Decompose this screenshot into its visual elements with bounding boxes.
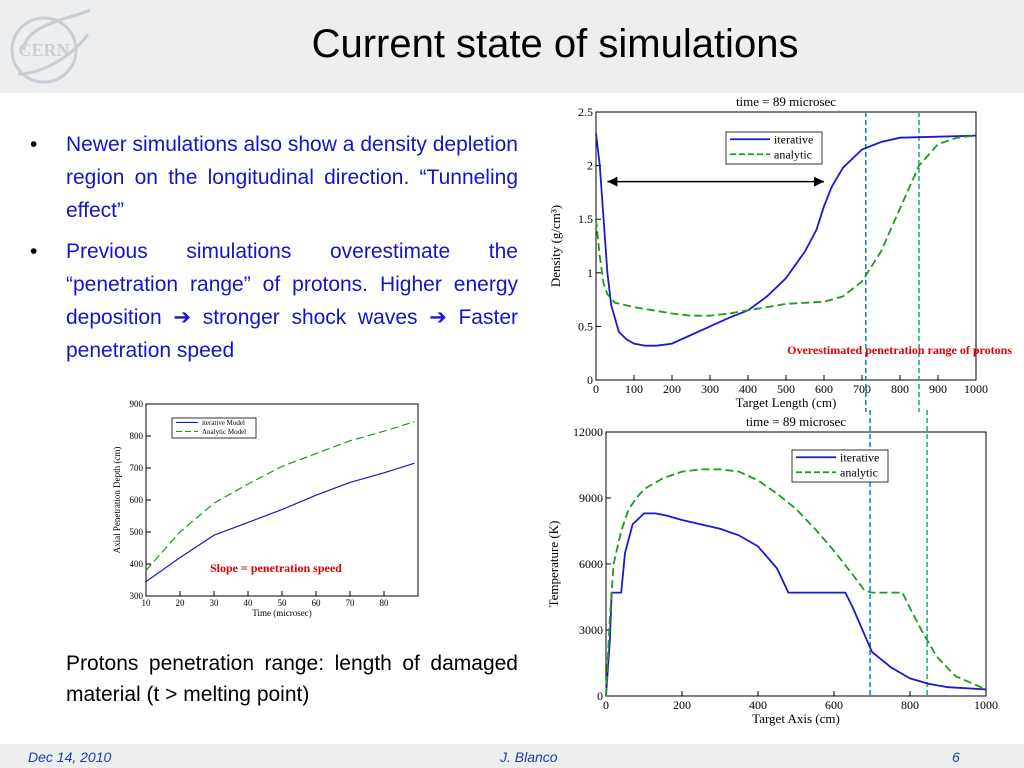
x-tick-label: 800 (901, 698, 919, 712)
x-tick-label: 40 (244, 598, 254, 608)
slide-footer: Dec 14, 2010 J. Blanco 6 (0, 744, 1024, 768)
legend-box (791, 449, 889, 483)
x-tick-label: 600 (825, 698, 843, 712)
logo-text: CERN (18, 40, 69, 60)
annotation-label: Slope = penetration speed (210, 561, 342, 575)
y-tick-label: 1.5 (578, 212, 593, 226)
x-tick-label: 70 (346, 598, 356, 608)
y-tick-label: 1 (587, 266, 593, 280)
x-tick-label: 800 (891, 382, 909, 396)
series-line-iterative-model (145, 462, 415, 583)
series-line-analytic (605, 468, 987, 697)
x-tick-label: 0 (593, 382, 599, 396)
x-tick-label: 50 (278, 598, 288, 608)
density-chart: 0 100 200 300 400 500 600 700 800 900 1000 0 0.5 1 1.5… (548, 94, 1012, 412)
bullet-list: • Newer simulations also show a density … (30, 128, 518, 375)
y-tick-label: 12000 (573, 425, 603, 439)
chart-title: time = 89 microsec (746, 414, 846, 429)
annotation-label: Overestimated penetration range of proto… (787, 343, 1012, 357)
y-tick-label: 2.5 (578, 105, 593, 119)
y-tick-label: 3000 (579, 623, 603, 637)
x-axis-label: Target Axis (cm) (752, 711, 840, 726)
x-tick-label: 60 (312, 598, 322, 608)
series-line-analytic (595, 134, 977, 317)
bullet-dot: • (30, 133, 38, 156)
legend-label: analytic (840, 465, 878, 479)
series-line-iterative (595, 133, 977, 347)
footer-author: J. Blanco (500, 749, 558, 765)
chart-title: time = 89 microsec (736, 94, 836, 109)
x-tick-label: 1000 (974, 698, 998, 712)
x-tick-label: 700 (853, 382, 871, 396)
x-tick-label: 900 (929, 382, 947, 396)
x-tick-label: 400 (749, 698, 767, 712)
penetration-chart: 10 20 30 40 50 60 70 80 300 400 500 600 700 800 900 Tim… (112, 399, 419, 618)
bullet-text: Newer simulations also show a density de… (66, 133, 518, 222)
footer-date: Dec 14, 2010 (28, 749, 112, 765)
x-tick-label: 300 (701, 382, 719, 396)
bullet-item: • Previous simulations overestimate the … (30, 235, 518, 367)
series-line-iterative (605, 512, 987, 697)
x-axis-label: Target Length (cm) (736, 395, 837, 410)
x-axis-label: Time (microsec) (252, 608, 311, 618)
legend-label: analytic (774, 147, 812, 161)
legend-label: iterative (840, 450, 879, 464)
y-tick-label: 2 (587, 159, 593, 173)
y-tick-label: 0 (597, 689, 603, 703)
x-tick-label: 30 (210, 598, 220, 608)
bullet-text: Previous simulations overestimate the “p… (66, 240, 518, 362)
x-tick-label: 20 (176, 598, 186, 608)
x-tick-label: 500 (777, 382, 795, 396)
bullet-item: • Newer simulations also show a density … (30, 128, 518, 227)
legend-label: iterative Model (202, 419, 245, 427)
x-tick-label: 10 (142, 598, 152, 608)
series-line-analytic-model (145, 421, 415, 571)
x-tick-label: 1000 (964, 382, 988, 396)
y-tick-label: 300 (130, 591, 144, 601)
y-tick-label: 800 (130, 431, 144, 441)
slide-title: Current state of simulations (311, 22, 799, 66)
footer-page-number: 6 (952, 749, 960, 765)
y-tick-label: 700 (130, 463, 144, 473)
y-tick-label: 0 (587, 373, 593, 387)
y-tick-label: 600 (130, 495, 144, 505)
y-axis-label: Temperature (K) (546, 521, 561, 608)
legend-label: iterative (774, 132, 813, 146)
caption-text: Protons penetration range: length of dam… (66, 652, 518, 706)
temperature-chart: 0 200 400 600 800 1000 0 3000 6000 9000 12000 time … (546, 410, 998, 726)
x-tick-label: 200 (673, 698, 691, 712)
x-tick-label: 0 (603, 698, 609, 712)
y-axis-label: Density (g/cm³) (548, 205, 563, 287)
x-tick-label: 80 (380, 598, 390, 608)
y-tick-label: 0.5 (578, 319, 593, 333)
bullet-dot: • (30, 240, 38, 263)
arrow-head-left (607, 176, 618, 187)
slide-header: CERN Current state of simulations (0, 0, 1024, 93)
y-axis-label: Axial Penetration Depth (cm) (112, 447, 122, 554)
arrow-head-right (814, 176, 824, 187)
x-tick-label: 600 (815, 382, 833, 396)
legend-label: Analytic Model (202, 428, 246, 436)
x-tick-label: 100 (625, 382, 643, 396)
cern-logo: CERN (10, 8, 91, 84)
y-tick-label: 500 (130, 527, 144, 537)
x-tick-label: 400 (739, 382, 757, 396)
x-tick-label: 200 (663, 382, 681, 396)
legend-box (725, 131, 823, 165)
y-tick-label: 6000 (579, 557, 603, 571)
y-tick-label: 900 (130, 399, 144, 409)
y-tick-label: 9000 (579, 491, 603, 505)
y-tick-label: 400 (130, 559, 144, 569)
